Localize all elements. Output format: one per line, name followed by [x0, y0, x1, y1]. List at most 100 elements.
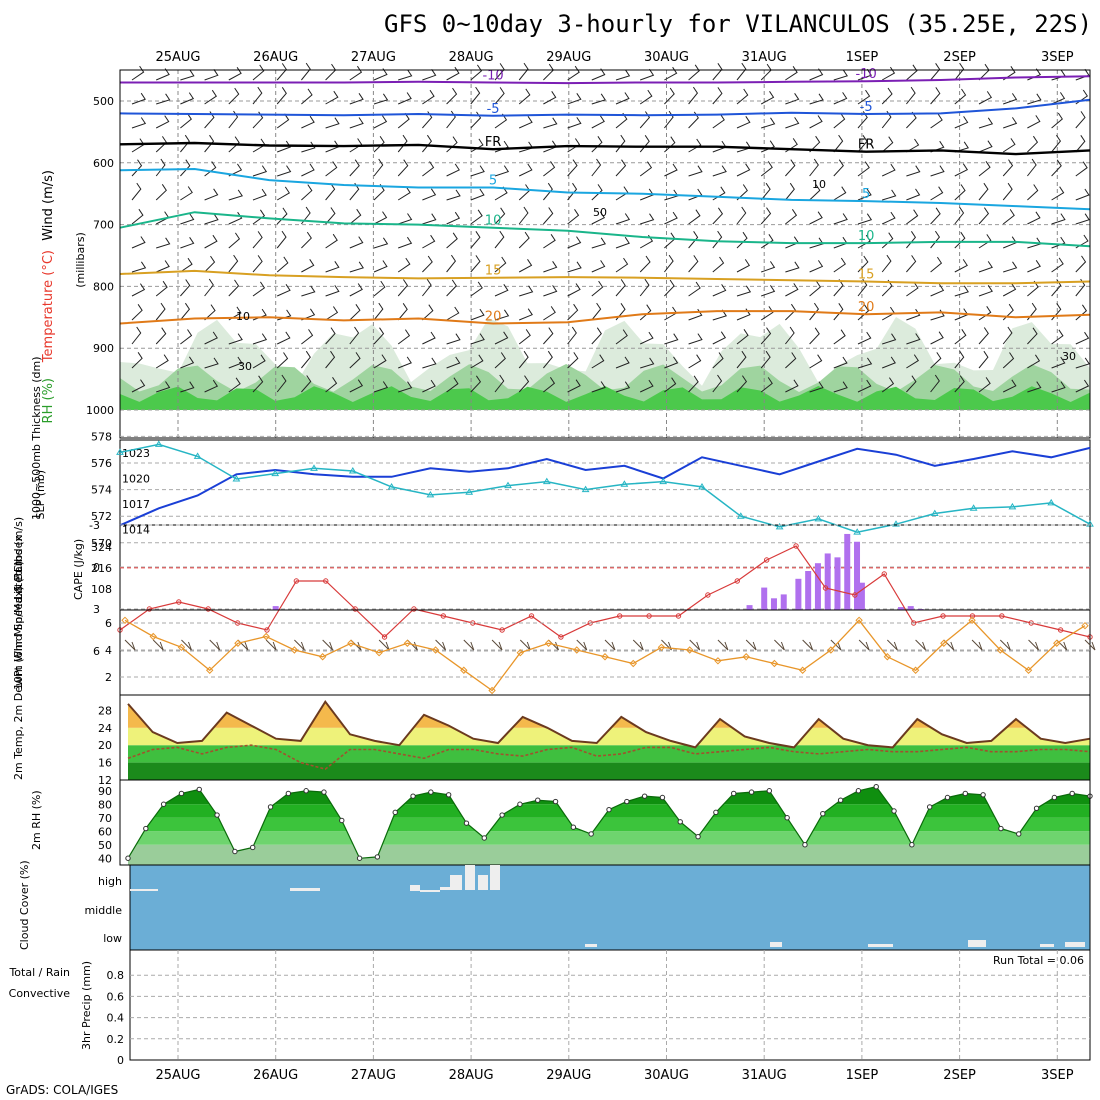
- wind-speed-marker: [403, 639, 412, 647]
- temp-contour-label: 20: [858, 300, 875, 315]
- wind-barb: [543, 261, 558, 273]
- rh2m-marker: [535, 797, 541, 803]
- wind-barb: [785, 159, 796, 177]
- rh2m-marker: [891, 808, 897, 814]
- wind-barb: [204, 69, 219, 81]
- rh2m-tick-label: 60: [98, 825, 112, 838]
- wind-barb: [349, 261, 364, 273]
- wind-barb: [930, 165, 945, 177]
- wind-barb: [252, 375, 264, 393]
- wind-barb: [131, 65, 145, 81]
- wind-barb: [228, 110, 239, 129]
- wind-barb: [228, 254, 239, 273]
- wind-barb: [785, 182, 795, 201]
- wind-barb: [252, 86, 263, 105]
- wind-barb: [446, 333, 461, 345]
- surface-wind-barb: [774, 639, 785, 651]
- cape-tick-label: 216: [91, 562, 112, 575]
- wind-barb: [978, 350, 989, 369]
- rh2m-tick-label: 80: [98, 798, 112, 811]
- lifted-index-marker: [793, 543, 799, 549]
- wind-barb: [518, 62, 529, 81]
- wind-barb: [228, 67, 242, 81]
- wind-speed-marker: [1053, 639, 1061, 647]
- wind-barb: [204, 379, 219, 393]
- surface-wind-barb: [1084, 639, 1096, 651]
- wind-barb: [857, 255, 869, 273]
- wind-speed-marker: [940, 639, 948, 647]
- wind-barb: [446, 254, 457, 273]
- wind-barb: [567, 326, 577, 345]
- thickness-marker: [310, 464, 318, 471]
- wind-speed-marker: [714, 657, 722, 665]
- lifted-index-marker: [734, 578, 740, 584]
- wind-barb: [1075, 161, 1088, 177]
- wind-barb: [591, 280, 604, 297]
- wind-barb: [543, 285, 558, 297]
- wind-barb: [906, 138, 920, 153]
- lifted-index-marker: [352, 606, 358, 612]
- wind-barb: [760, 91, 775, 105]
- wind-barb: [204, 255, 216, 273]
- wind-speed-marker: [742, 653, 750, 661]
- thickness-marker: [698, 482, 706, 490]
- wind-speed-marker: [1081, 621, 1089, 630]
- lifted-index-marker: [705, 592, 711, 598]
- wind-barb: [1002, 326, 1013, 345]
- wind-barb: [978, 234, 992, 249]
- wind-barb: [228, 211, 243, 225]
- wind-barb: [978, 306, 992, 321]
- wind-barb: [204, 331, 218, 345]
- wind-barb: [906, 188, 921, 201]
- lifted-index-marker: [646, 613, 652, 619]
- wind-barb: [736, 116, 751, 129]
- wind-barb: [954, 88, 967, 105]
- cape-bar: [834, 557, 841, 610]
- surface-wind-barb: [463, 639, 475, 651]
- upper-legend-item: Temperature (°C): [41, 250, 56, 363]
- wind-barb: [1051, 92, 1066, 105]
- wind-barb: [156, 237, 171, 249]
- li-tick-label: -3: [89, 519, 100, 532]
- wind-barb: [276, 186, 291, 201]
- wind-barb: [349, 65, 363, 81]
- thickness-marker: [581, 485, 590, 493]
- wind-speed-marker: [488, 686, 496, 695]
- wind-barb: [1003, 261, 1018, 273]
- li-axis-label: Lifted Index: [12, 535, 25, 600]
- slp-tick-label: 1020: [122, 473, 150, 486]
- surface-wind-barb: [604, 639, 616, 651]
- surface-wind-barb: [689, 639, 701, 651]
- lifted-index-marker: [293, 578, 300, 584]
- wind-barb: [518, 163, 533, 177]
- cloud-gap: [968, 940, 986, 947]
- wind-barb: [906, 281, 919, 297]
- wind-barb: [155, 327, 167, 345]
- thickness-marker: [465, 488, 474, 495]
- cloud-gap: [420, 890, 440, 892]
- temp-contour-label: 20: [485, 309, 502, 324]
- rh2m-marker: [178, 790, 185, 797]
- rh2m-marker: [1051, 794, 1058, 801]
- wind-barb: [881, 66, 896, 81]
- wind-barb: [1075, 188, 1090, 201]
- thickness-marker: [348, 467, 357, 474]
- wind-barb: [615, 159, 627, 177]
- wind-barb: [155, 302, 166, 321]
- wind-barb: [639, 161, 653, 177]
- rh2m-marker: [1069, 790, 1075, 797]
- wind-barb: [591, 136, 603, 153]
- wind-speed-marker: [770, 659, 779, 668]
- surface-wind-barb: [491, 639, 503, 651]
- pressure-tick-label: 600: [93, 157, 114, 170]
- wind-barb: [978, 207, 990, 225]
- wind-barb: [422, 161, 435, 177]
- wind-barb: [761, 261, 776, 273]
- wind-barb: [591, 327, 602, 345]
- lifted-index-marker: [323, 578, 329, 584]
- surface-wind-barb: [294, 639, 305, 651]
- wind-barb: [1051, 186, 1065, 201]
- wind-barb: [978, 327, 989, 345]
- wind-barb: [833, 186, 847, 201]
- thickness-marker: [969, 504, 978, 511]
